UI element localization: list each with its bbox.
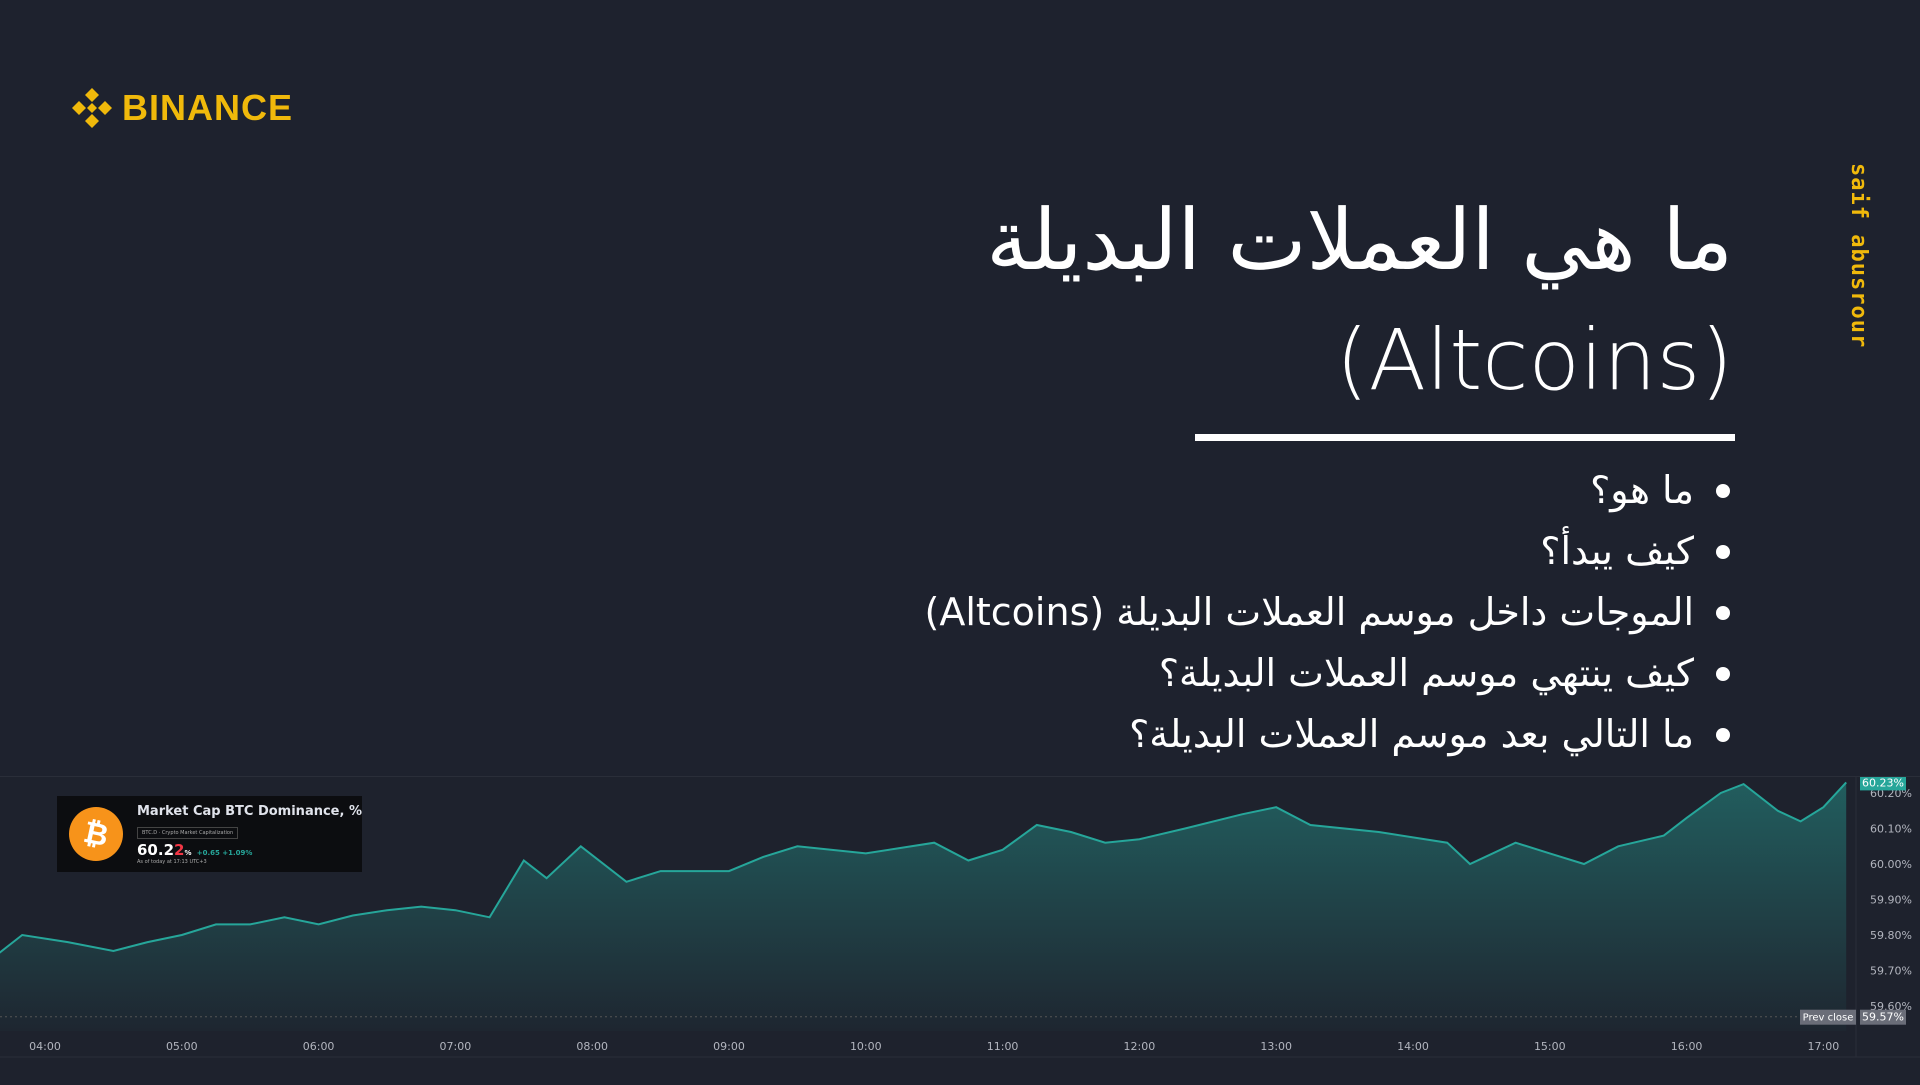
btc-dominance-chart: 60.20% 60.10% 60.00% 59.90% 59.80% 59.70% 59.6…: [0, 775, 1920, 1081]
list-item: كيف ينتهي موسم العملات البديلة؟: [925, 643, 1730, 704]
prev-close-value: 59.57%: [1862, 1011, 1904, 1024]
bullet-icon: [1716, 544, 1730, 559]
binance-diamond-icon: [72, 88, 112, 128]
x-tick-label: 04:00: [29, 1040, 61, 1053]
card-value: 60.22% +0.65 +1.09%: [137, 840, 253, 859]
card-symbol: BTC.D · Crypto Market Capitalization: [137, 826, 239, 839]
x-tick-label: 14:00: [1397, 1040, 1429, 1053]
prev-close-value-badge: [1860, 1009, 1906, 1025]
y-tick-label: 60.10%: [1870, 823, 1912, 836]
bullet-text: ما التالي بعد موسم العملات البديلة؟: [1129, 712, 1694, 756]
slide-title: ما هي العملات البديلة (Altcoins): [986, 180, 1733, 420]
x-tick-label: 05:00: [166, 1040, 198, 1053]
brand-name: BINANCE: [122, 87, 294, 128]
last-value-label: 60.23%: [1862, 777, 1904, 789]
x-tick-label: 10:00: [850, 1040, 882, 1053]
ticker-card: ₿ Market Cap BTC Dominance, % BTC.D · Cr…: [57, 796, 362, 872]
bullet-icon: [1716, 483, 1730, 498]
price-axis: [1856, 777, 1920, 1081]
card-as-of: As of today at 17:13 UTC+3: [137, 858, 207, 865]
y-tick-label: 60.00%: [1870, 858, 1912, 871]
x-tick-label: 11:00: [987, 1040, 1019, 1053]
x-tick-label: 07:00: [440, 1040, 472, 1053]
x-tick-label: 16:00: [1671, 1040, 1703, 1053]
series-line: [0, 781, 1847, 954]
bullet-text: كيف يبدأ؟: [1540, 529, 1694, 573]
x-tick-label: 12:00: [1124, 1040, 1156, 1053]
last-value-badge: [1860, 775, 1906, 791]
chart-svg: 60.20%60.10%60.00%59.90%59.80%59.70%59.6…: [0, 775, 1920, 1081]
bullet-text: كيف ينتهي موسم العملات البديلة؟: [1158, 651, 1694, 695]
bullet-icon: [1716, 666, 1730, 681]
title-divider: [1195, 434, 1735, 441]
title-line-2: (Altcoins): [1335, 311, 1733, 409]
bullet-icon: [1716, 727, 1730, 742]
prev-close-label: Prev close: [1803, 1013, 1854, 1024]
y-tick-label: 59.70%: [1870, 965, 1912, 978]
bullet-text: الموجات داخل موسم العملات البديلة (Altco…: [924, 590, 1695, 634]
list-item: ما التالي بعد موسم العملات البديلة؟: [925, 704, 1730, 765]
x-tick-label: 09:00: [713, 1040, 745, 1053]
title-line-1: ما هي العملات البديلة: [986, 191, 1733, 289]
bullet-text: ما هو؟: [1590, 468, 1694, 512]
list-item: كيف يبدأ؟: [925, 521, 1730, 582]
x-tick-label: 06:00: [303, 1040, 335, 1053]
prev-close-badge: [1800, 1009, 1856, 1025]
list-item: ما هو؟: [925, 460, 1730, 521]
area-fill: [0, 782, 1847, 1031]
x-tick-label: 15:00: [1534, 1040, 1566, 1053]
x-tick-label: 17:00: [1808, 1040, 1840, 1053]
author-name: saif abusrour: [1846, 163, 1871, 349]
y-tick-label: 59.80%: [1870, 929, 1912, 942]
list-item: الموجات داخل موسم العملات البديلة (Altco…: [924, 582, 1730, 643]
x-tick-label: 13:00: [1260, 1040, 1292, 1053]
y-tick-label: 59.90%: [1870, 894, 1912, 907]
binance-logo: BINANCE: [70, 86, 293, 130]
bullet-list: ما هو؟ كيف يبدأ؟ الموجات داخل موسم العمل…: [924, 460, 1730, 765]
card-title: Market Cap BTC Dominance, %: [137, 803, 362, 819]
x-tick-label: 08:00: [576, 1040, 608, 1053]
bitcoin-icon: ₿: [63, 801, 129, 867]
bullet-icon: [1716, 605, 1730, 620]
